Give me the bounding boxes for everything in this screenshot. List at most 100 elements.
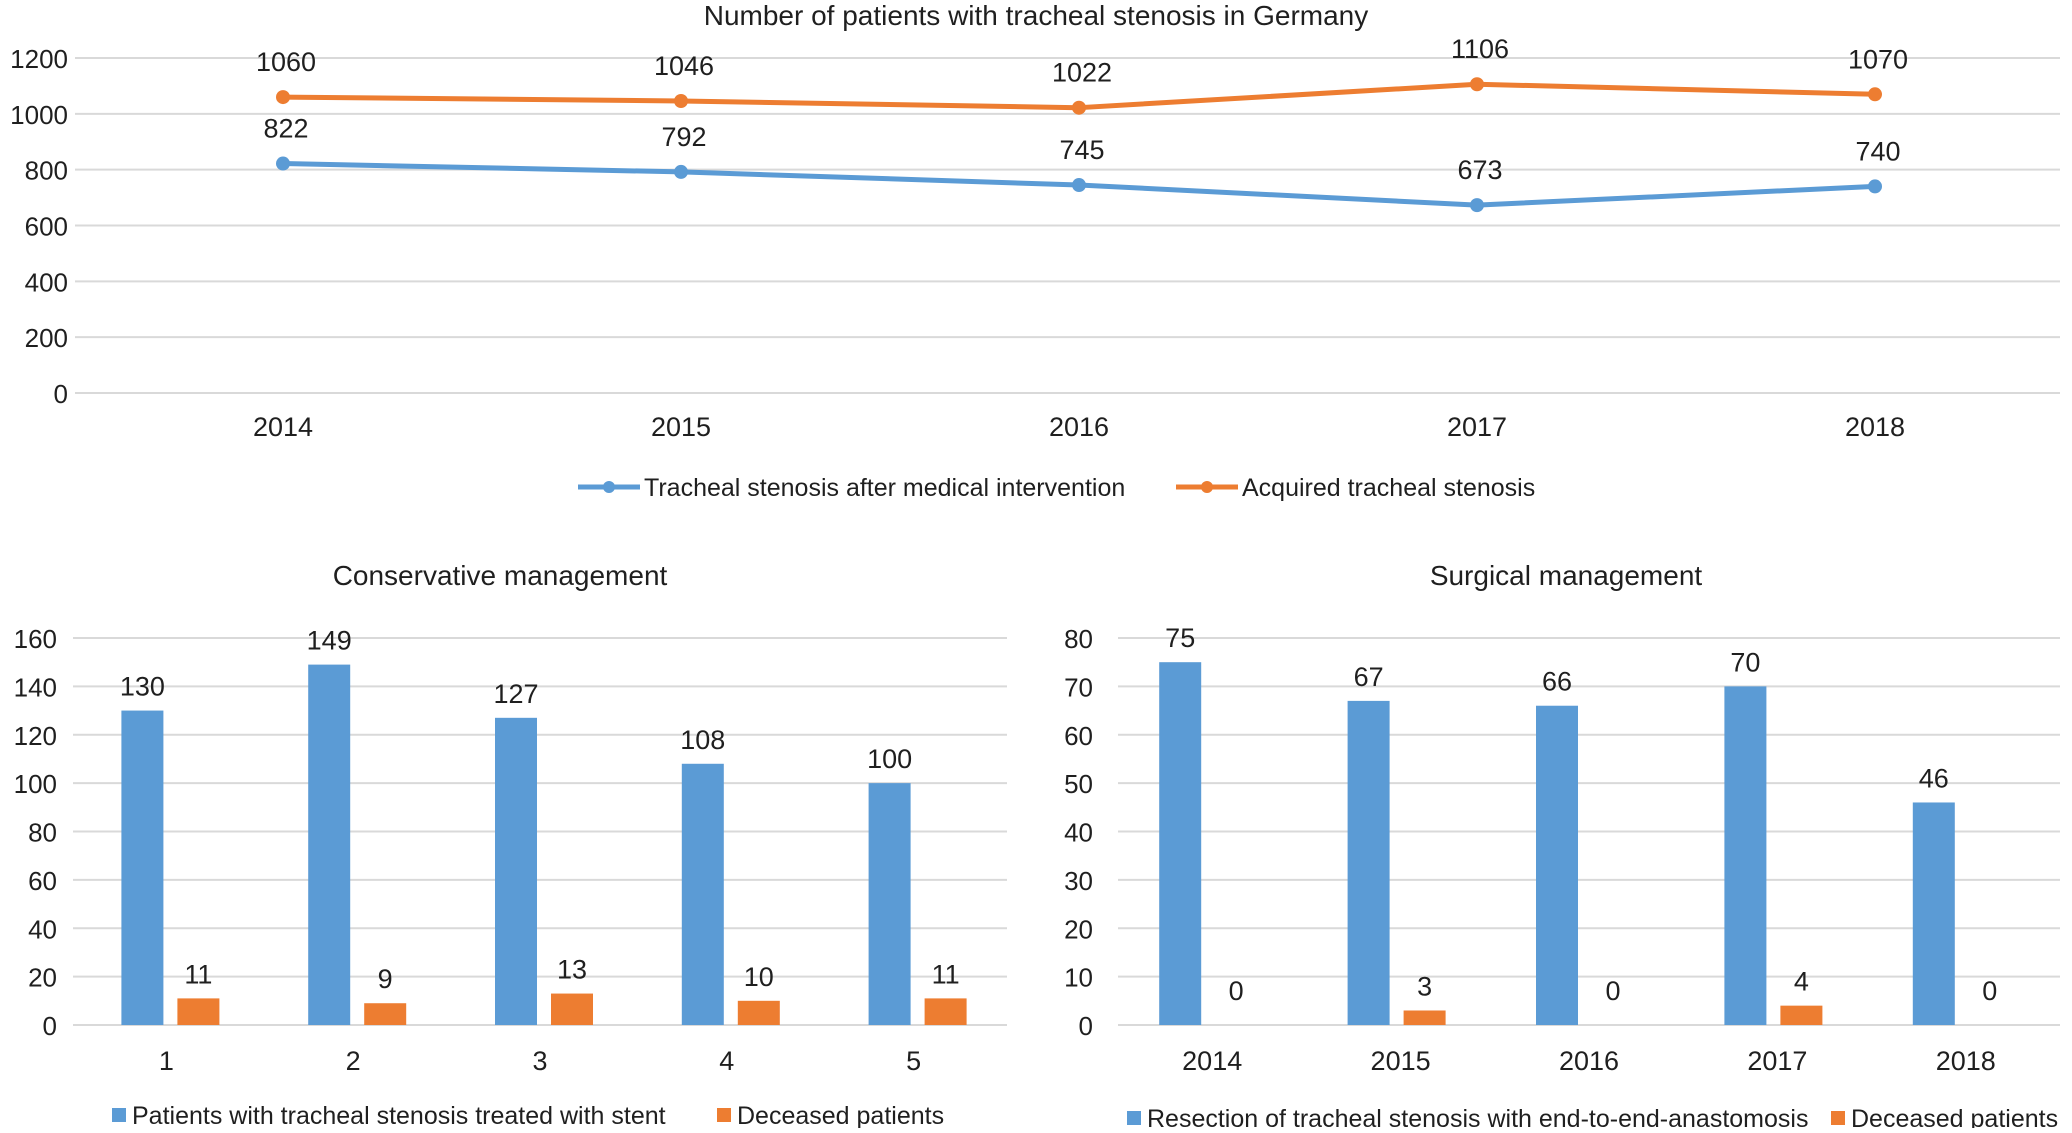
x-tick-label: 2 bbox=[346, 1046, 361, 1076]
data-label: 66 bbox=[1542, 667, 1572, 697]
y-tick-label: 0 bbox=[43, 1011, 57, 1041]
data-label: 10 bbox=[744, 962, 774, 992]
line-chart-title: Number of patients with tracheal stenosi… bbox=[704, 0, 1369, 31]
bar-chart-conservative-management: Conservative management02040608010012014… bbox=[14, 560, 1007, 1130]
y-tick-label: 50 bbox=[1064, 769, 1093, 799]
data-point bbox=[1470, 77, 1484, 92]
y-tick-label: 0 bbox=[54, 379, 68, 409]
data-label: 13 bbox=[557, 955, 587, 985]
y-tick-label: 160 bbox=[14, 624, 57, 654]
data-label: 108 bbox=[680, 725, 725, 755]
data-label: 46 bbox=[1919, 763, 1949, 793]
data-point bbox=[1868, 179, 1882, 194]
legend-swatch-icon bbox=[112, 1108, 126, 1122]
y-tick-label: 1200 bbox=[10, 44, 68, 74]
legend-label: Resection of tracheal stenosis with end-… bbox=[1147, 1105, 1808, 1128]
y-tick-label: 60 bbox=[28, 866, 57, 896]
data-label: 3 bbox=[1417, 971, 1432, 1001]
data-point bbox=[276, 156, 290, 171]
data-label: 130 bbox=[120, 672, 165, 702]
x-tick-label: 1 bbox=[159, 1046, 174, 1076]
y-tick-label: 10 bbox=[1064, 963, 1093, 993]
bar-series-2 bbox=[177, 998, 220, 1025]
data-label: 100 bbox=[867, 744, 912, 774]
bar-series-1 bbox=[681, 763, 724, 1025]
data-label: 0 bbox=[1982, 976, 1997, 1006]
y-tick-label: 30 bbox=[1064, 866, 1093, 896]
y-tick-label: 140 bbox=[14, 672, 57, 702]
x-tick-label: 2014 bbox=[253, 412, 313, 442]
line-chart-patients-germany: Number of patients with tracheal stenosi… bbox=[10, 0, 2060, 502]
data-label: 1046 bbox=[654, 51, 714, 81]
bar-series-2 bbox=[551, 993, 593, 1025]
bar-series-1 bbox=[868, 783, 911, 1025]
legend-swatch-icon bbox=[717, 1108, 731, 1122]
x-tick-label: 2016 bbox=[1559, 1046, 1619, 1076]
legend-label: Patients with tracheal stenosis treated … bbox=[132, 1102, 666, 1128]
data-label: 4 bbox=[1794, 967, 1809, 997]
legend-marker-icon bbox=[1201, 481, 1213, 493]
y-tick-label: 20 bbox=[28, 963, 57, 993]
bar-series-1 bbox=[1159, 662, 1202, 1025]
legend-label: Tracheal stenosis after medical interven… bbox=[644, 474, 1125, 502]
bar-series-1 bbox=[1912, 802, 1955, 1025]
legend-label: Acquired tracheal stenosis bbox=[1242, 474, 1535, 502]
data-label: 11 bbox=[932, 959, 960, 989]
bar-series-1 bbox=[1724, 686, 1767, 1025]
x-tick-label: 5 bbox=[906, 1046, 921, 1076]
y-tick-label: 40 bbox=[1064, 818, 1093, 848]
data-label: 9 bbox=[378, 964, 393, 994]
y-tick-label: 100 bbox=[14, 769, 57, 799]
y-tick-label: 20 bbox=[1064, 914, 1093, 944]
y-tick-label: 60 bbox=[1064, 721, 1093, 751]
data-point bbox=[1868, 87, 1882, 102]
data-label: 740 bbox=[1855, 136, 1900, 166]
data-label: 792 bbox=[661, 122, 706, 152]
bar-series-2 bbox=[1403, 1010, 1446, 1025]
x-tick-label: 4 bbox=[719, 1046, 734, 1076]
x-tick-label: 2018 bbox=[1845, 412, 1905, 442]
legend-marker-icon bbox=[603, 481, 615, 493]
bar-series-1 bbox=[495, 717, 537, 1025]
data-label: 70 bbox=[1730, 647, 1760, 677]
data-label: 11 bbox=[184, 959, 212, 989]
data-label: 822 bbox=[263, 114, 308, 144]
y-tick-label: 600 bbox=[25, 212, 68, 242]
x-tick-label: 2018 bbox=[1936, 1046, 1996, 1076]
bar-series-2 bbox=[737, 1000, 780, 1025]
bar-series-1 bbox=[308, 664, 351, 1025]
data-point bbox=[1072, 100, 1086, 115]
y-tick-label: 200 bbox=[25, 323, 68, 353]
y-tick-label: 40 bbox=[28, 914, 57, 944]
y-tick-label: 0 bbox=[1079, 1011, 1093, 1041]
y-tick-label: 1000 bbox=[10, 100, 68, 130]
bar-series-2 bbox=[924, 998, 967, 1025]
legend-label: Deceased patients bbox=[1851, 1105, 2058, 1128]
y-tick-label: 120 bbox=[14, 721, 57, 751]
legend-label: Deceased patients bbox=[737, 1102, 944, 1128]
data-point bbox=[1470, 198, 1484, 213]
x-tick-label: 3 bbox=[532, 1046, 547, 1076]
data-point bbox=[276, 90, 290, 105]
bar-series-2 bbox=[1780, 1005, 1823, 1025]
data-label: 0 bbox=[1605, 976, 1620, 1006]
y-tick-label: 800 bbox=[25, 156, 68, 186]
bar-series-1 bbox=[1536, 705, 1578, 1025]
data-label: 1070 bbox=[1848, 44, 1908, 74]
data-label: 0 bbox=[1229, 976, 1244, 1006]
bar-series-1 bbox=[1347, 700, 1390, 1025]
legend-swatch-icon bbox=[1831, 1111, 1845, 1125]
data-label: 1022 bbox=[1052, 58, 1112, 88]
x-tick-label: 2017 bbox=[1747, 1046, 1807, 1076]
data-label: 673 bbox=[1457, 155, 1502, 185]
data-label: 1060 bbox=[256, 47, 316, 77]
y-tick-label: 80 bbox=[1064, 624, 1093, 654]
data-label: 149 bbox=[307, 626, 352, 656]
data-point bbox=[674, 93, 688, 108]
bar-chart-title: Surgical management bbox=[1430, 560, 1703, 591]
data-label: 127 bbox=[493, 679, 538, 709]
x-tick-label: 2017 bbox=[1447, 412, 1507, 442]
data-label: 67 bbox=[1354, 662, 1384, 692]
